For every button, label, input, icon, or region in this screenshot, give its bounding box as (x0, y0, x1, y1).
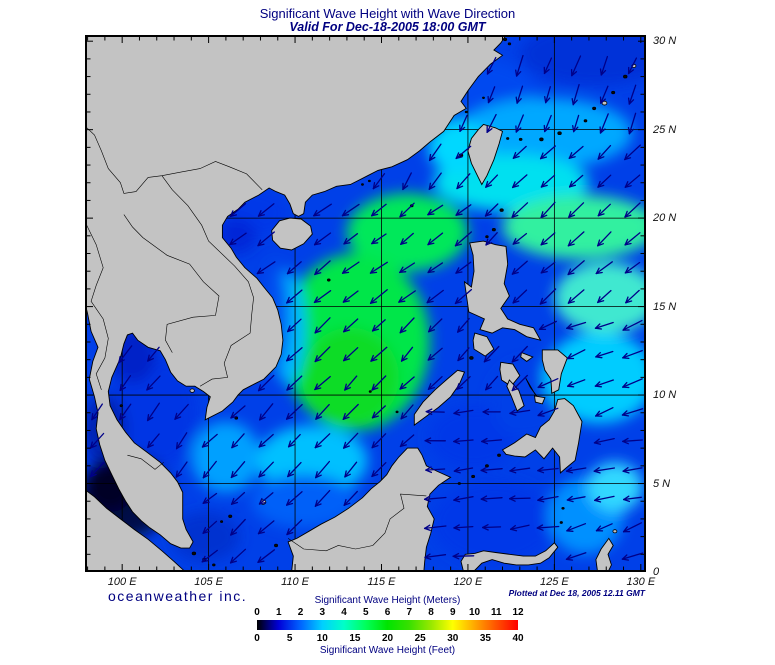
legend-tick-label: 20 (381, 633, 394, 644)
legend-tick-label: 35 (479, 633, 491, 644)
legend-tick-label: 4 (341, 607, 347, 618)
oceanweather-logo: oceanweather inc. (108, 588, 248, 604)
latitude-tick-label: 25 N (653, 123, 677, 136)
legend-tick-label: 40 (512, 633, 524, 644)
longitude-tick-label: 120 E (453, 576, 483, 588)
legend-meters-title: Significant Wave Height (Meters) (314, 595, 461, 606)
longitude-tick-label: 115 E (367, 576, 396, 588)
legend-meters-ticks: 0 1 2 3 4 5 6 7 8 9 10 11 12 (254, 607, 523, 618)
latitude-tick-label: 5 N (653, 477, 671, 490)
latitude-tick-label: 20 N (653, 212, 677, 225)
legend-tick-label: 0 (254, 633, 260, 644)
latitude-tick-label: 15 N (653, 300, 677, 313)
legend-tick-label: 12 (512, 607, 524, 618)
wave-map-canvas (85, 35, 646, 572)
latitude-tick-label: 30 N (653, 35, 677, 48)
legend-tick-label: 10 (316, 633, 328, 644)
legend-tick-label: 11 (490, 607, 502, 618)
legend-tick-label: 25 (414, 633, 426, 644)
legend-tick-label: 1 (275, 607, 282, 618)
legend-tick-label: 5 (286, 633, 293, 644)
legend-tick-label: 0 (254, 607, 260, 618)
legend-tick-label: 8 (428, 607, 434, 618)
legend-feet-ticks: 0 5 10 15 20 25 30 35 40 (254, 633, 523, 644)
legend-feet-title: Significant Wave Height (Feet) (319, 645, 456, 656)
legend-tick-label: 10 (468, 607, 481, 618)
longitude-tick-label: 130 E (626, 576, 656, 588)
legend-tick-label: 5 (362, 607, 369, 618)
latitude-tick-label: 10 N (653, 389, 677, 402)
plotted-timestamp: Plotted at Dec 18, 2005 12.11 GMT (508, 588, 645, 598)
longitude-tick-label: 100 E (107, 576, 137, 588)
legend-tick-label: 7 (406, 607, 413, 618)
legend-tick-label: 2 (297, 607, 304, 618)
page-subtitle: Valid For Dec-18-2005 18:00 GMT (289, 20, 486, 34)
legend-tick-label: 6 (384, 607, 391, 618)
legend-tick-label: 30 (447, 633, 459, 644)
page-title: Significant Wave Height with Wave Direct… (259, 6, 516, 21)
longitude-tick-label: 110 E (281, 576, 310, 588)
longitude-tick-label: 105 E (194, 576, 223, 588)
longitude-tick-label: 125 E (539, 576, 569, 588)
legend-tick-label: 15 (349, 633, 361, 644)
legend-tick-label: 9 (449, 607, 456, 618)
latitude-tick-label: 0 (653, 566, 660, 578)
legend-tick-label: 3 (319, 607, 326, 618)
wave-height-map (85, 35, 646, 572)
legend-color-bar (257, 620, 518, 630)
